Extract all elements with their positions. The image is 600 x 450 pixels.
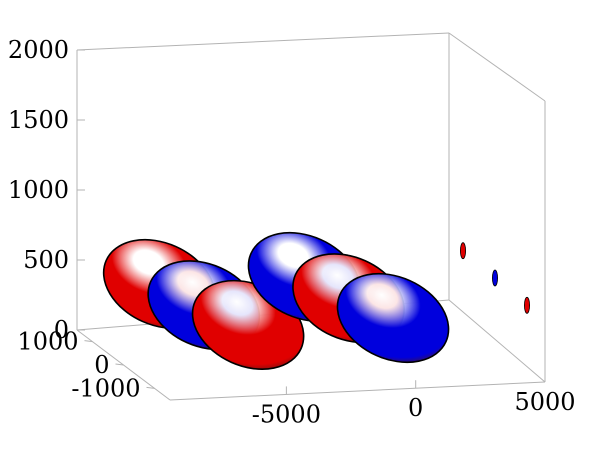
z-tick-label: 0 [54, 316, 69, 344]
y-tick-label: -1000 [71, 374, 140, 402]
z-tick-label: 2000 [8, 36, 69, 64]
z-axis-ticks: 0 500 1000 1500 2000 [8, 36, 85, 344]
box-top-right-edge [448, 32, 546, 102]
y-tick-mark [115, 363, 124, 366]
y-tick-mark [84, 340, 93, 343]
x-axis-ticks: -5000 0 5000 [252, 374, 576, 428]
box-bottom-right-edge [448, 299, 546, 383]
z-tick-label: 1000 [8, 176, 69, 204]
x-tick-label: 5000 [514, 388, 575, 416]
x-axis-line [169, 381, 546, 401]
positive-projection-mark [524, 296, 531, 314]
isosurface-lobes [102, 231, 450, 370]
y-tick-mark [146, 386, 155, 389]
axis-box-front [76, 329, 546, 401]
x-tick-label: -5000 [252, 400, 321, 428]
negative-projection-mark [491, 269, 498, 287]
z-tick-label: 500 [23, 246, 69, 274]
positive-projection-mark [459, 242, 466, 260]
y-axis-ticks: 1000 0-1000 [17, 328, 155, 402]
y-tick-label: 0 [94, 351, 109, 379]
x-tick-label: 0 [408, 394, 423, 422]
axis-box-back [76, 32, 546, 383]
side-projections [459, 242, 531, 314]
box-top-back-edge [76, 32, 450, 51]
z-tick-label: 1500 [8, 106, 69, 134]
negative-lobe [336, 272, 450, 364]
y-tick-label: 1000 [17, 328, 78, 356]
